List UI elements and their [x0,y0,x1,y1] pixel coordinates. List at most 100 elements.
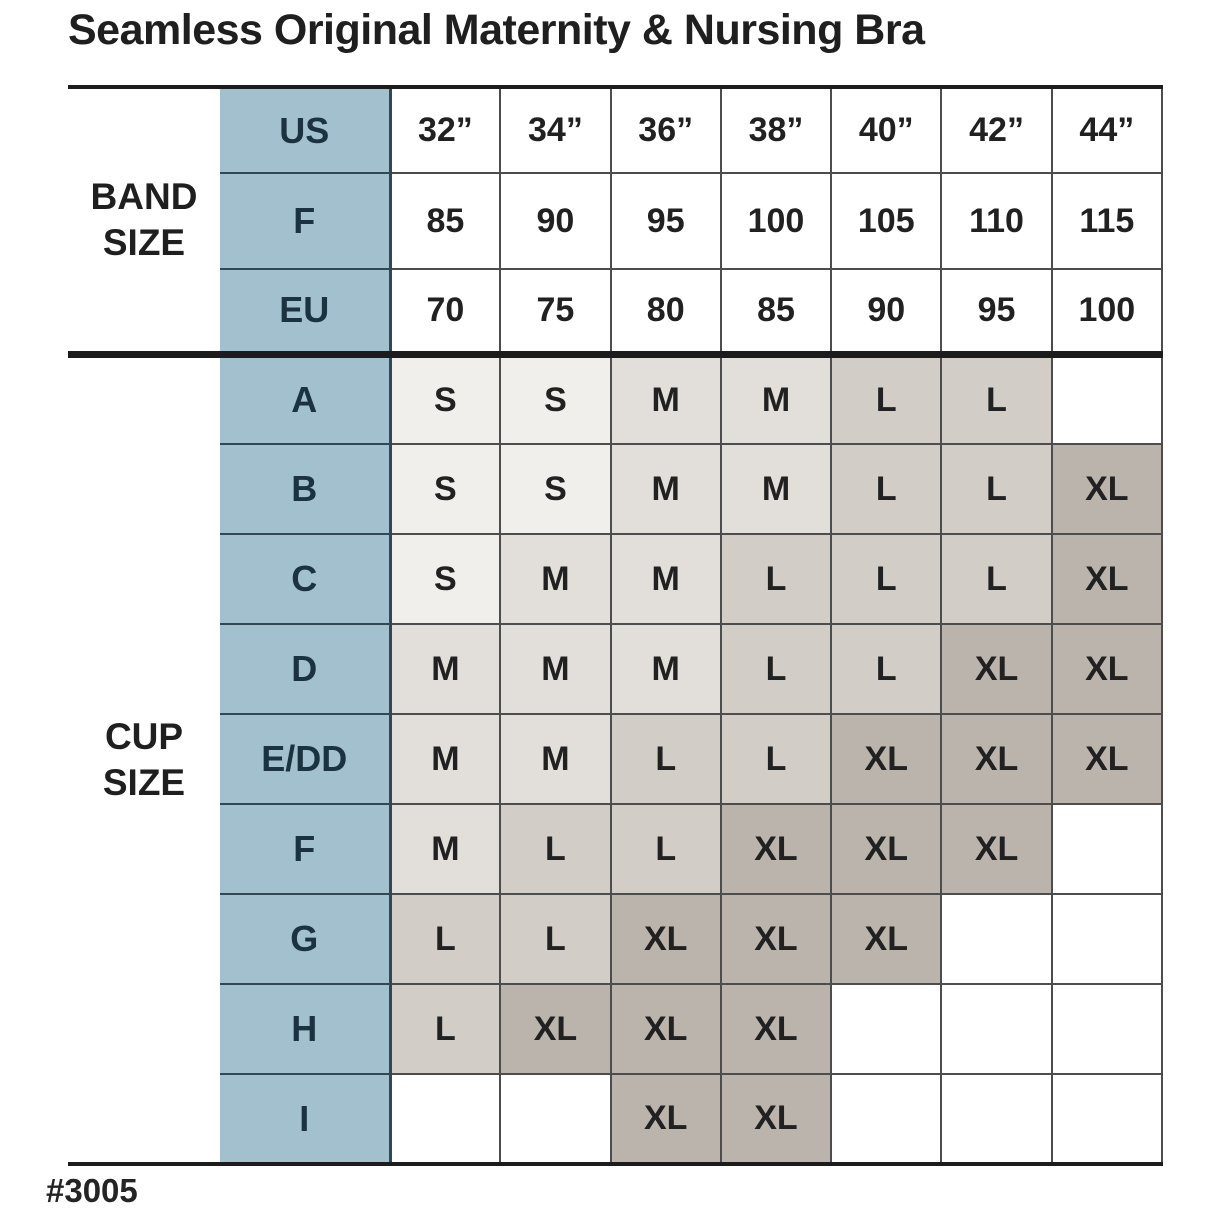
cup-size-cell: L [609,713,722,805]
cup-size-cell: L [830,443,943,535]
cup-size-cell [388,1073,502,1166]
cup-size-cell [1050,803,1164,895]
cup-size-cell [1050,893,1164,985]
cup-row-label-c: C [220,533,392,625]
cup-row-d: D M M M L L XL XL [68,623,1164,715]
band-row-f: F 85 90 95 100 105 110 115 [68,172,1164,270]
band-row-eu: EU 70 75 80 85 90 95 100 [68,268,1164,358]
cup-size-cell: M [388,803,502,895]
cup-row-label-g: G [220,893,392,985]
cup-size-cell: M [609,353,722,445]
cup-size-cell: XL [609,983,722,1075]
cup-size-cell: L [830,353,943,445]
cup-size-cell: XL [1050,623,1164,715]
cup-size-cell: S [499,443,612,535]
cup-size-cell: S [388,353,502,445]
style-number: #3005 [46,1172,138,1209]
band-value-cell: 100 [1050,268,1164,358]
cup-size-cell: XL [830,803,943,895]
band-value-cell: 115 [1050,172,1164,270]
cup-size-cell: XL [940,713,1053,805]
band-value-cell: 70 [388,268,502,358]
cup-size-cell: XL [1050,443,1164,535]
cup-size-cell: L [719,623,833,715]
cup-size-cell: XL [1050,533,1164,625]
band-size-group-label: BAND SIZE [68,85,220,358]
cup-size-cell: S [388,443,502,535]
cup-size-cell: XL [940,803,1053,895]
cup-size-cell: XL [499,983,612,1075]
band-value-cell: 34” [499,85,612,174]
band-value-cell: 40” [830,85,943,174]
cup-row-c: C S M M L L L XL [68,533,1164,625]
cup-size-cell [1050,1073,1164,1166]
cup-size-cell: XL [1050,713,1164,805]
band-value-cell: 85 [388,172,502,270]
cup-row-f: F M L L XL XL XL [68,803,1164,895]
cup-row-g: G L L XL XL XL [68,893,1164,985]
cup-size-cell: L [609,803,722,895]
cup-size-cell: M [499,713,612,805]
band-value-cell: 95 [940,268,1053,358]
cup-size-cell [1050,983,1164,1075]
cup-size-cell: M [609,443,722,535]
band-row-label-eu: EU [220,268,392,358]
cup-size-cell: L [719,533,833,625]
cup-size-cell [940,1073,1053,1166]
band-row-label-f: F [220,172,392,270]
cup-size-cell: XL [830,713,943,805]
cup-row-edd: E/DD M M L L XL XL XL [68,713,1164,805]
cup-size-cell: L [499,803,612,895]
cup-row-h: H L XL XL XL [68,983,1164,1075]
page-title: Seamless Original Maternity & Nursing Br… [68,6,925,54]
cup-size-cell [499,1073,612,1166]
band-value-cell: 32” [388,85,502,174]
band-value-cell: 42” [940,85,1053,174]
cup-size-cell: L [830,533,943,625]
band-value-cell: 105 [830,172,943,270]
cup-size-cell: XL [719,983,833,1075]
cup-size-cell: XL [609,893,722,985]
cup-size-cell: M [609,533,722,625]
cup-row-b: B S S M M L L XL [68,443,1164,535]
cup-size-cell: L [388,983,502,1075]
band-value-cell: 36” [609,85,722,174]
cup-row-label-i: I [220,1073,392,1166]
band-value-cell: 38” [719,85,833,174]
cup-size-cell: L [388,893,502,985]
band-value-cell: 80 [609,268,722,358]
cup-row-label-h: H [220,983,392,1075]
cup-size-cell: XL [940,623,1053,715]
cup-size-cell [830,983,943,1075]
band-value-cell: 85 [719,268,833,358]
cup-row-i: I XL XL [68,1073,1164,1166]
size-chart-table: BAND SIZE US 32” 34” 36” 38” 40” 42” 44”… [68,85,1164,1166]
cup-row-label-d: D [220,623,392,715]
cup-size-group-label: CUP SIZE [68,354,220,1166]
cup-size-cell [940,983,1053,1075]
cup-size-cell: XL [719,803,833,895]
cup-size-cell: M [388,713,502,805]
cup-size-cell [1050,353,1164,445]
band-value-cell: 110 [940,172,1053,270]
cup-size-cell: S [388,533,502,625]
cup-size-cell: M [719,443,833,535]
cup-size-cell [830,1073,943,1166]
band-value-cell: 90 [499,172,612,270]
band-row-us: BAND SIZE US 32” 34” 36” 38” 40” 42” 44” [68,85,1164,358]
band-value-cell: 100 [719,172,833,270]
band-value-cell: 75 [499,268,612,358]
cup-size-cell: S [499,353,612,445]
cup-size-cell: M [388,623,502,715]
cup-size-cell: L [940,533,1053,625]
cup-row-label-b: B [220,443,392,535]
cup-row-a: CUP SIZE A S S M M L L [68,353,1164,1166]
cup-size-cell: XL [719,893,833,985]
cup-size-cell: L [719,713,833,805]
cup-row-label-f: F [220,803,392,895]
band-value-cell: 44” [1050,85,1164,174]
cup-size-cell: M [609,623,722,715]
cup-size-cell: M [719,353,833,445]
cup-size-cell: L [940,353,1053,445]
